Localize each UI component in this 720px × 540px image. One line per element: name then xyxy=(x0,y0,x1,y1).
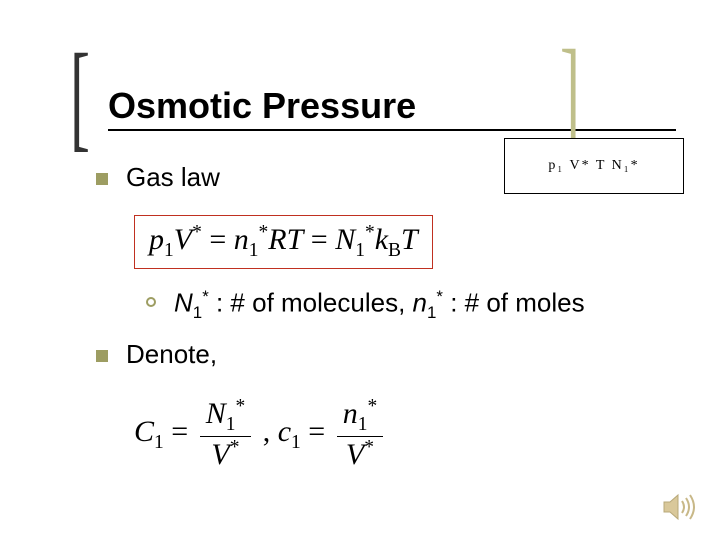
title-block: [ Osmotic Pressure xyxy=(70,48,676,144)
page-title: Osmotic Pressure xyxy=(108,85,676,131)
bullet-text: Denote, xyxy=(126,339,217,370)
bullet-gas-law: Gas law xyxy=(96,162,680,193)
sub-bullet-text: N1* : # of molecules, n1* : # of moles xyxy=(174,287,585,323)
bullet-text: Gas law xyxy=(126,162,220,193)
content-area: Gas law p1V* = n1*RT = N1*kBT N1* : # of… xyxy=(96,162,680,472)
bracket-right: ] xyxy=(560,44,580,140)
speaker-icon xyxy=(662,492,698,522)
equation-gas-law: p1V* = n1*RT = N1*kBT xyxy=(134,215,433,269)
bullet-denote: Denote, xyxy=(96,339,680,370)
square-bullet-icon xyxy=(96,350,108,362)
bracket-left: [ xyxy=(70,48,90,144)
equation-concentrations: C1 = N1* V* , c1 = n1* V* xyxy=(134,396,387,472)
square-bullet-icon xyxy=(96,173,108,185)
sub-bullet-definitions: N1* : # of molecules, n1* : # of moles xyxy=(146,287,680,323)
circle-bullet-icon xyxy=(146,297,156,307)
